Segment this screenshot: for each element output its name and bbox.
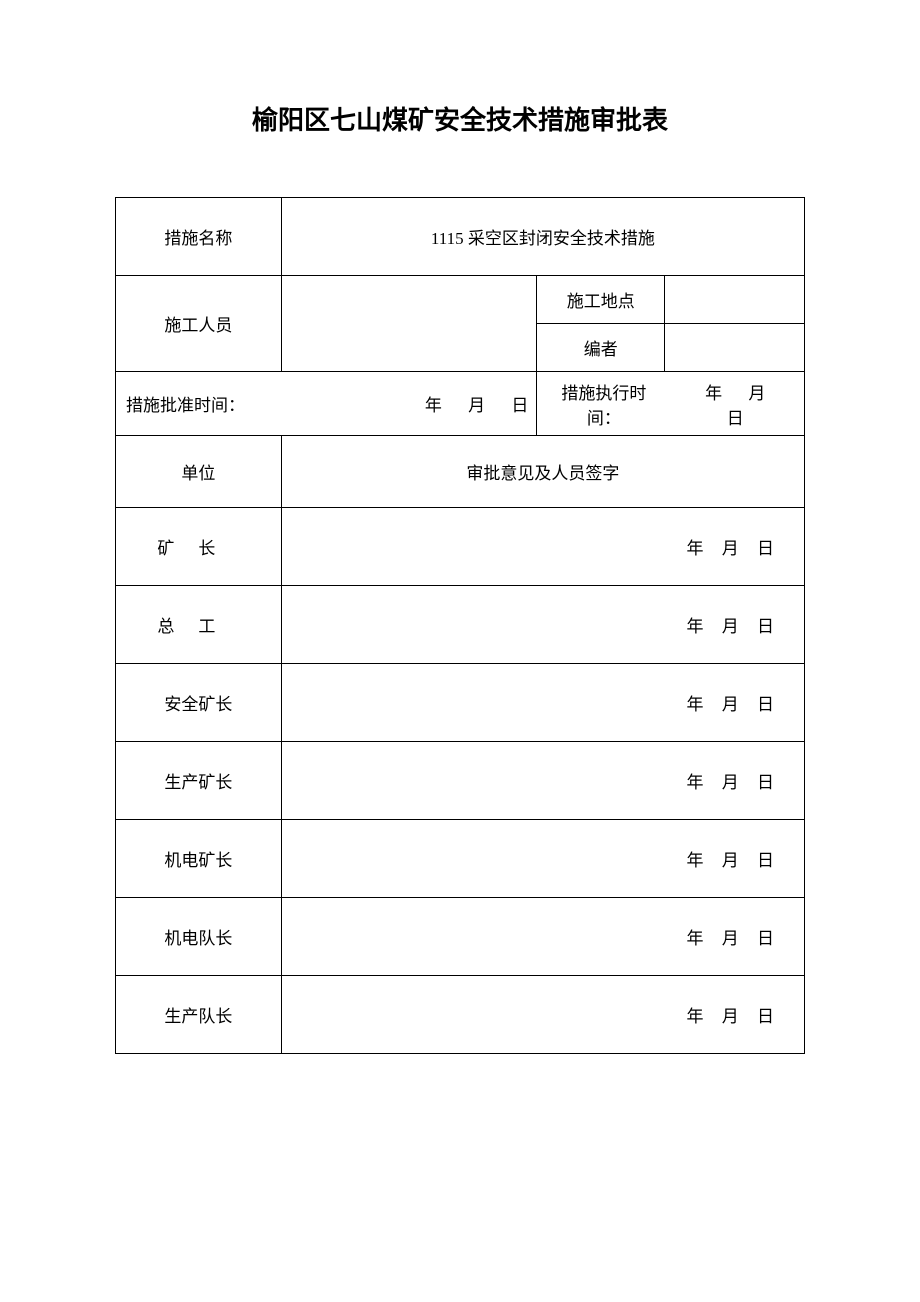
row-sig-2: 安全矿长 年 月 日 [116, 664, 805, 742]
sig-role-2: 安全矿长 [116, 664, 282, 742]
personnel-value [281, 276, 537, 372]
sig-date-2: 年 月 日 [281, 664, 804, 742]
row-personnel-top: 施工人员 施工地点 [116, 276, 805, 324]
sig-role-5: 机电队长 [116, 898, 282, 976]
exec-time-cell: 措施执行时间： 年 月 日 [537, 372, 805, 436]
sig-date-5: 年 月 日 [281, 898, 804, 976]
author-value [665, 324, 805, 372]
sig-date-3: 年 月 日 [281, 742, 804, 820]
exec-time-label: 措施执行时间： [545, 379, 662, 429]
exec-day: 日 [727, 404, 744, 429]
sig-date-0: 年 月 日 [281, 508, 804, 586]
sig-date-4: 年 月 日 [281, 820, 804, 898]
row-sig-1: 总工 年 月 日 [116, 586, 805, 664]
location-label: 施工地点 [537, 276, 665, 324]
measure-name-label: 措施名称 [116, 198, 282, 276]
approve-time-cell: 措施批准时间： 年 月 日 [116, 372, 537, 436]
exec-month: 月 [748, 379, 765, 404]
approval-table: 措施名称 1115 采空区封闭安全技术措施 施工人员 施工地点 编者 措施批准时… [115, 197, 805, 1054]
document-title: 榆阳区七山煤矿安全技术措施审批表 [115, 100, 805, 137]
sig-date-1: 年 月 日 [281, 586, 804, 664]
location-value [665, 276, 805, 324]
sig-role-1: 总工 [116, 586, 282, 664]
sig-role-6: 生产队长 [116, 976, 282, 1054]
row-header: 单位 审批意见及人员签字 [116, 436, 805, 508]
row-sig-0: 矿长 年 月 日 [116, 508, 805, 586]
author-label: 编者 [537, 324, 665, 372]
unit-label: 单位 [116, 436, 282, 508]
approve-year: 年 [425, 391, 442, 416]
approve-time-label: 措施批准时间： [126, 391, 245, 416]
sig-date-6: 年 月 日 [281, 976, 804, 1054]
row-sig-3: 生产矿长 年 月 日 [116, 742, 805, 820]
row-measure-name: 措施名称 1115 采空区封闭安全技术措施 [116, 198, 805, 276]
approve-month: 月 [468, 391, 485, 416]
personnel-label: 施工人员 [116, 276, 282, 372]
row-sig-6: 生产队长 年 月 日 [116, 976, 805, 1054]
row-time: 措施批准时间： 年 月 日 措施执行时间： 年 月 日 [116, 372, 805, 436]
sig-role-3: 生产矿长 [116, 742, 282, 820]
approve-day: 日 [511, 391, 528, 416]
row-sig-4: 机电矿长 年 月 日 [116, 820, 805, 898]
exec-year: 年 [705, 379, 722, 404]
row-sig-5: 机电队长 年 月 日 [116, 898, 805, 976]
measure-name-value: 1115 采空区封闭安全技术措施 [281, 198, 804, 276]
sig-role-4: 机电矿长 [116, 820, 282, 898]
signature-header: 审批意见及人员签字 [281, 436, 804, 508]
sig-role-0: 矿长 [116, 508, 282, 586]
